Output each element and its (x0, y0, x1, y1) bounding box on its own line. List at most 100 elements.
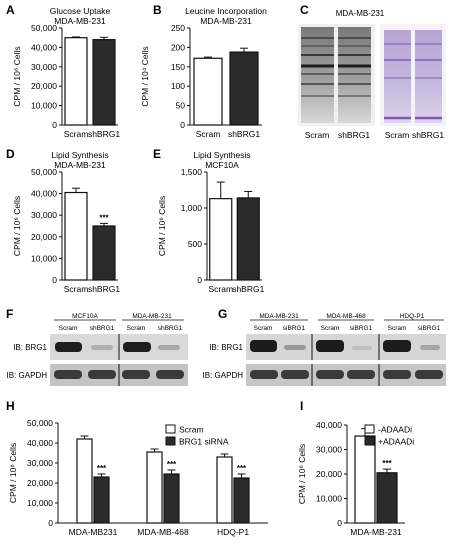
panel-g-western-blot: MDA-MB-231 MDA-MB-468 HDQ-P1 Scram siBRG… (203, 313, 446, 386)
bar (209, 198, 233, 281)
blot-group-label: MDA-MB-231 (259, 313, 299, 320)
legend-label: +ADAADi (378, 437, 414, 447)
y-axis-label: CPM / 10⁶ Cells (12, 196, 22, 256)
y-tick-label: 1,000 (181, 203, 203, 213)
y-tick-label: 0 (52, 275, 57, 285)
gel-bands (301, 37, 371, 97)
blot-lane-label: Scram (388, 325, 407, 332)
blot-band (123, 342, 151, 352)
x-tick-label: shBRG1 (232, 284, 264, 294)
blot-band (347, 370, 375, 379)
gel-lane-3 (384, 30, 411, 123)
panel-letter-g: G (218, 307, 227, 321)
chart-subtitle: MDA-MB-231 (54, 16, 106, 26)
blot-band (316, 370, 344, 379)
bar (76, 438, 93, 524)
blot-band (420, 345, 440, 350)
y-axis-label: CPM / 10⁶ Cells (12, 46, 22, 106)
x-tick-label: shBRG1 (228, 129, 260, 139)
blot-row-label: IB: BRG1 (13, 343, 47, 352)
chart-title: Leucine Incorporation (185, 6, 267, 16)
y-tick-label: 50 (176, 101, 186, 111)
bar (163, 473, 180, 524)
y-tick-label: 10,000 (316, 494, 342, 504)
blot-row-label: IB: GAPDH (203, 371, 244, 380)
significance-mark: *** (382, 459, 392, 468)
blot-lane-label: shBRG1 (90, 325, 115, 332)
chart-subtitle: MCF10A (205, 160, 239, 170)
bar (354, 435, 376, 524)
panel-letter-b: B (153, 3, 162, 17)
legend-swatch (364, 436, 375, 446)
blot-band (91, 345, 113, 350)
panel-f-western-blot: MCF10A MDA-MB-231 Scram shBRG1 Scram shB… (7, 313, 188, 386)
y-tick-label: 150 (171, 62, 185, 72)
blot-lane-label: Scram (59, 325, 78, 332)
y-tick-label: 30,000 (27, 458, 53, 468)
blot-band (316, 340, 344, 352)
blot-band (122, 370, 150, 379)
significance-mark: *** (237, 464, 247, 473)
x-tick-label: Scram (196, 129, 221, 139)
blot-band (54, 370, 82, 379)
y-tick-label: 0 (197, 275, 202, 285)
y-tick-label: 40,000 (31, 189, 57, 199)
blot-group-label: MCF10A (72, 313, 98, 320)
legend-swatch (364, 424, 375, 434)
gel-lane-label: Scram (305, 130, 330, 140)
blot-band (250, 370, 278, 379)
bar (64, 191, 88, 281)
panel-letter-h: H (6, 399, 15, 413)
blot-band (158, 345, 180, 350)
x-tick-label: MDA-MB-231 (350, 527, 402, 537)
legend-label: -ADAADi (378, 425, 412, 435)
x-tick-label: MDA-MB-468 (137, 527, 189, 537)
x-tick-label: Scram (64, 284, 89, 294)
y-tick-label: 1,500 (181, 167, 203, 177)
x-tick-label: Scram (64, 129, 89, 139)
panel-letter-i: I (300, 399, 303, 413)
chart-title: Lipid Synthesis (51, 150, 108, 160)
y-tick-label: 10,000 (27, 498, 53, 508)
significance-mark: *** (99, 213, 109, 222)
blot-lane-label: Scram (254, 325, 273, 332)
y-tick-label: 40,000 (27, 438, 53, 448)
y-tick-label: 40,000 (31, 42, 57, 52)
blot-band (284, 345, 306, 350)
blot-band (250, 340, 277, 352)
y-tick-label: 500 (188, 239, 202, 249)
panel-letter-a: A (6, 3, 15, 17)
chart-title: Glucose Uptake (50, 6, 111, 16)
blot-band (55, 342, 82, 352)
panel-letter-c: C (300, 3, 309, 17)
y-axis-label: CPM / 10⁶ Cells (8, 443, 18, 503)
y-tick-label: 250 (171, 23, 185, 33)
x-tick-label: Scram (208, 284, 233, 294)
gel-lane-label: shBRG1 (412, 130, 444, 140)
panel-letter-d: D (6, 147, 15, 161)
gel-lane-label: Scram (385, 130, 410, 140)
legend-swatch (165, 436, 176, 446)
blot-gapdh-strip (246, 364, 446, 386)
panel-c-title: MDA-MB-231 (336, 9, 385, 18)
y-axis-label: CPM / 10⁴ Cells (140, 46, 150, 106)
y-tick-label: 200 (171, 42, 185, 52)
blot-row-label: IB: BRG1 (209, 343, 243, 352)
x-tick-label: HDQ-P1 (217, 527, 249, 537)
y-tick-label: 20,000 (31, 232, 57, 242)
blot-band (383, 340, 411, 352)
legend-label: Scram (179, 425, 204, 435)
bar (93, 476, 110, 524)
y-tick-label: 40,000 (316, 420, 342, 430)
blot-band (156, 370, 184, 379)
bar (216, 456, 233, 524)
blot-lane-label: siBRG1 (418, 325, 441, 332)
y-tick-label: 50,000 (31, 167, 57, 177)
bar (229, 51, 259, 126)
y-tick-label: 30,000 (31, 210, 57, 220)
chart-subtitle: MDA-MB-231 (54, 160, 106, 170)
y-tick-label: 30,000 (31, 62, 57, 72)
